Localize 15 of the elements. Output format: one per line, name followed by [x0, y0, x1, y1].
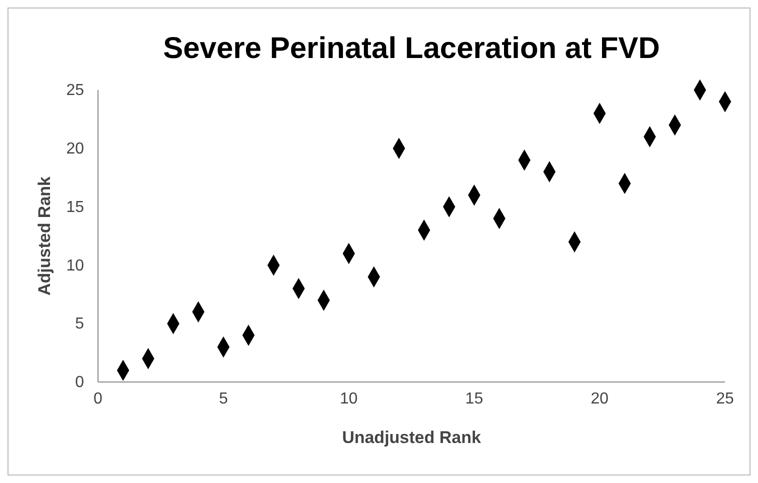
- x-axis-title: Unadjusted Rank: [342, 428, 482, 447]
- x-tick-label: 15: [465, 390, 484, 408]
- chart-title: Severe Perinatal Laceration at FVD: [163, 32, 660, 65]
- y-tick-label: 25: [66, 82, 84, 100]
- x-tick-label: 25: [716, 390, 734, 408]
- y-tick-label: 10: [66, 257, 84, 274]
- x-tick-label: 0: [94, 390, 103, 408]
- y-tick-label: 20: [66, 140, 84, 158]
- y-tick-label: 15: [66, 198, 84, 216]
- y-axis-title: Adjusted Rank: [35, 176, 54, 296]
- y-tick-label: 0: [75, 374, 84, 392]
- x-tick-label: 10: [340, 390, 358, 408]
- x-tick-label: 5: [218, 390, 228, 408]
- x-tick-label: 20: [590, 390, 609, 408]
- y-tick-label: 5: [75, 316, 84, 333]
